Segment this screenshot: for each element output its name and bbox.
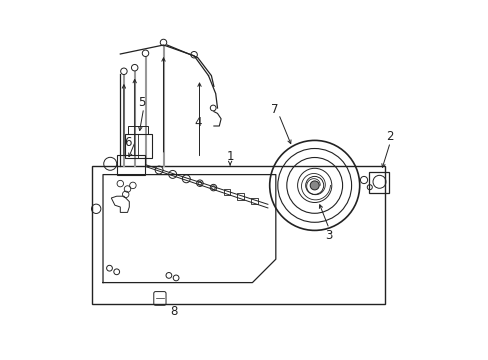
Text: 2: 2 (386, 130, 393, 143)
Circle shape (309, 181, 319, 190)
Text: 8: 8 (170, 305, 178, 318)
Text: 1: 1 (226, 150, 233, 163)
Bar (237, 193, 244, 200)
Bar (128, 126, 148, 134)
Bar (124, 134, 152, 158)
Text: 4: 4 (194, 116, 201, 129)
Bar (91, 166, 384, 304)
Text: 7: 7 (271, 103, 278, 116)
Text: 6: 6 (123, 136, 131, 149)
Bar (224, 189, 230, 195)
Bar (117, 155, 145, 175)
Text: 3: 3 (325, 229, 332, 242)
Bar (250, 198, 257, 204)
Text: 5: 5 (138, 96, 145, 109)
